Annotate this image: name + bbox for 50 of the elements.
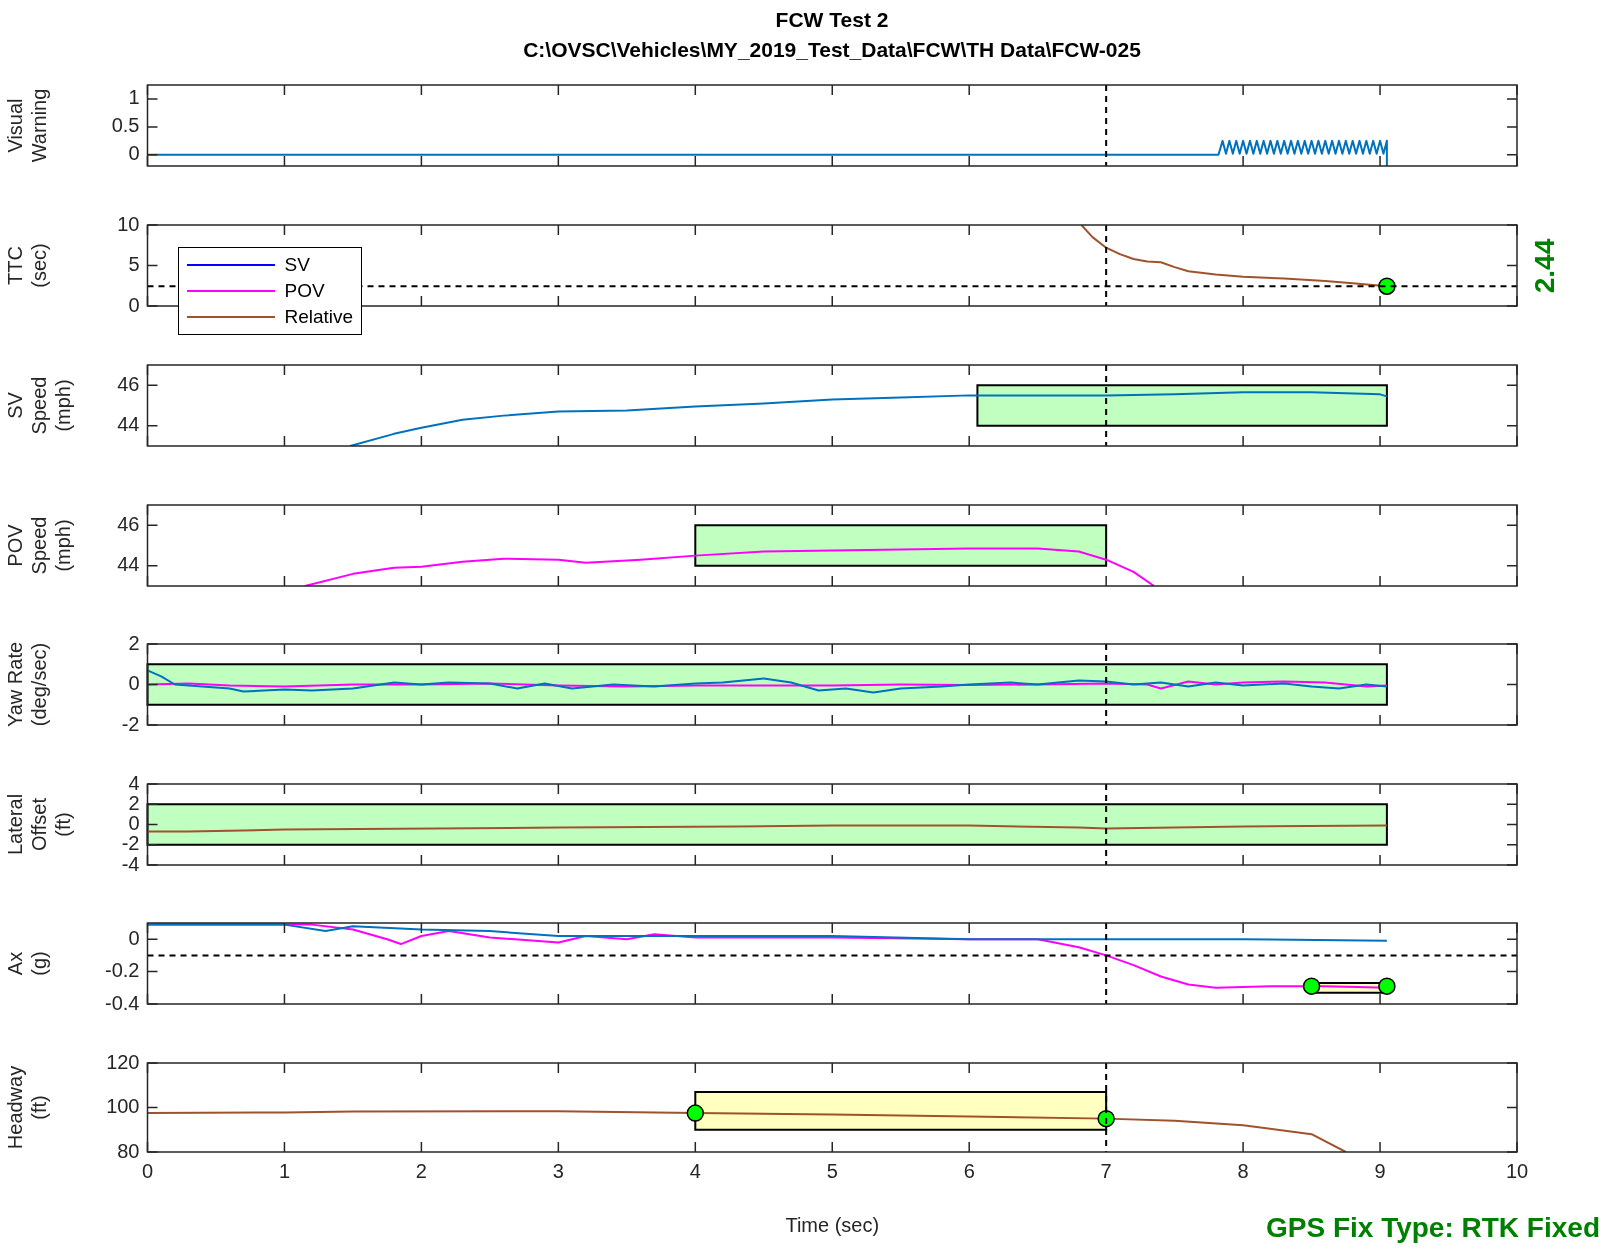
x-tick-label: 9 <box>1374 1159 1386 1182</box>
y-tick-label: 0.5 <box>111 114 140 137</box>
y-tick-label: 5 <box>128 253 140 276</box>
x-tick-label: 5 <box>826 1159 838 1182</box>
chart-subtitle: C:\OVSC\Vehicles\MY_2019_Test_Data\FCW\TH Data\FCW-025 <box>523 38 1141 62</box>
y-tick-label: 44 <box>117 413 140 436</box>
y-axis-title: Lateral Offset (ft) <box>3 793 74 856</box>
x-tick-label: 3 <box>552 1159 564 1182</box>
y-tick-label: 100 <box>106 1095 140 1118</box>
legend-label: SV <box>284 254 310 276</box>
y-tick-label: -4 <box>121 852 140 875</box>
y-tick-label: -0.2 <box>105 959 140 982</box>
text: 2.44 <box>1529 238 1561 293</box>
y-tick-label: 120 <box>106 1050 140 1073</box>
legend-label: Relative <box>284 306 354 328</box>
x-tick-label: 4 <box>689 1159 701 1182</box>
y-tick-label: 0 <box>128 812 140 835</box>
y-tick-label: 46 <box>117 372 140 395</box>
y-tick-label: 0 <box>128 142 140 165</box>
y-tick-label: -0.4 <box>105 991 140 1014</box>
x-tick-label: 6 <box>963 1159 975 1182</box>
y-tick-label: 4 <box>128 771 140 794</box>
y-tick-label: 2 <box>128 791 140 814</box>
y-axis-title: POV Speed (mph) <box>3 516 74 575</box>
y-tick-label: 0 <box>128 926 140 949</box>
x-tick-label: 2 <box>415 1159 427 1182</box>
y-tick-label: 0 <box>128 293 140 316</box>
text: GPS Fix Type: RTK Fixed <box>1266 1212 1600 1244</box>
x-axis-title: Time (sec) <box>785 1213 880 1236</box>
chart-title: FCW Test 2 <box>775 8 889 32</box>
y-tick-label: 46 <box>117 512 140 535</box>
y-axis-title: SV Speed (mph) <box>3 376 74 435</box>
x-tick-label: 1 <box>278 1159 291 1182</box>
y-tick-label: 80 <box>117 1139 140 1162</box>
y-axis-title: Visual Warning <box>3 88 50 163</box>
y-axis-title: Yaw Rate (deg/sec) <box>3 641 50 728</box>
y-tick-label: -2 <box>121 712 140 735</box>
y-axis-title: Ax (g) <box>3 951 50 976</box>
y-tick-label: 0 <box>128 672 140 695</box>
x-tick-label: 7 <box>1100 1159 1112 1182</box>
x-tick-label: 10 <box>1505 1159 1529 1182</box>
y-axis-title: TTC (sec) <box>3 243 50 288</box>
y-tick-label: 1 <box>128 86 140 109</box>
y-tick-label: -2 <box>121 832 140 855</box>
y-tick-label: 2 <box>128 631 140 654</box>
y-axis-title: Headway (ft) <box>3 1065 50 1150</box>
y-tick-label: 10 <box>117 212 140 235</box>
y-tick-label: 44 <box>117 553 140 576</box>
legend-label: POV <box>284 280 325 302</box>
x-tick-label: 8 <box>1237 1159 1249 1182</box>
